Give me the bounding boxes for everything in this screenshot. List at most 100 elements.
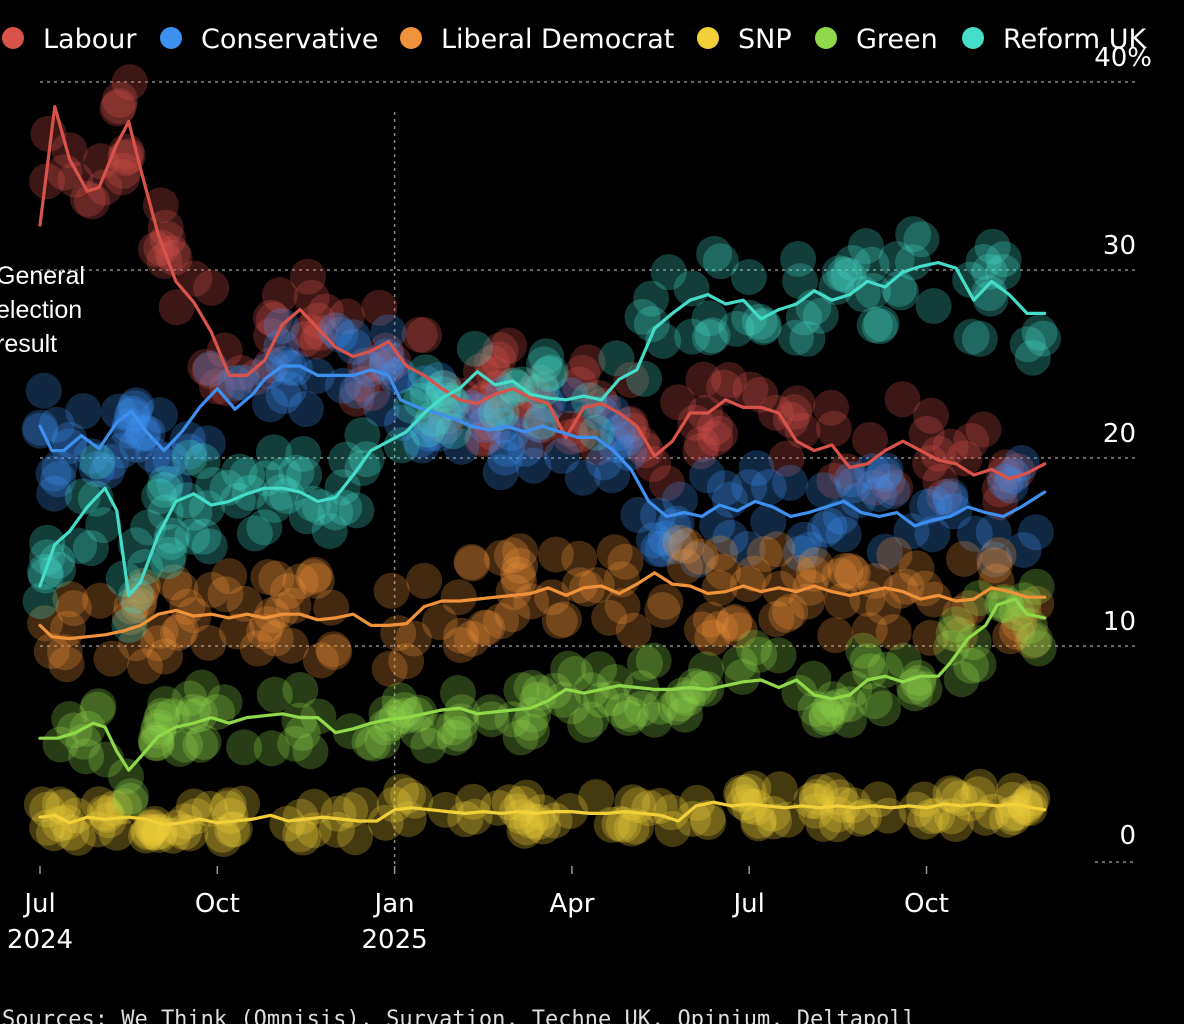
poll-dot bbox=[287, 391, 324, 427]
poll-dot bbox=[1017, 514, 1054, 551]
poll-dot bbox=[483, 539, 520, 576]
poll-dot bbox=[257, 620, 294, 657]
x-tick-label: Oct bbox=[195, 889, 240, 919]
poll-dot bbox=[265, 456, 302, 493]
poll-dot bbox=[104, 159, 141, 196]
poll-dot bbox=[80, 688, 117, 725]
poll-dot bbox=[335, 328, 372, 365]
poll-dot bbox=[802, 774, 839, 810]
poll-dot bbox=[86, 794, 123, 831]
poll-dot bbox=[367, 332, 404, 369]
poll-dot bbox=[777, 319, 814, 356]
poll-dot bbox=[660, 384, 697, 421]
poll-dot bbox=[272, 627, 309, 664]
poll-dot bbox=[938, 606, 975, 643]
poll-dot bbox=[442, 627, 479, 663]
poll-dot bbox=[750, 469, 787, 506]
poll-dot bbox=[508, 779, 545, 816]
poll-dot bbox=[545, 601, 582, 638]
poll-dot bbox=[293, 279, 330, 316]
poll-dot bbox=[111, 64, 148, 101]
poll-dot bbox=[192, 350, 229, 387]
poll-dot bbox=[119, 426, 156, 463]
poll-dot bbox=[662, 524, 699, 561]
legend-swatch bbox=[815, 27, 837, 49]
poll-dot bbox=[721, 645, 758, 682]
poll-dot bbox=[1016, 621, 1053, 658]
poll-dot bbox=[483, 394, 520, 431]
x-tick-label: Jul bbox=[732, 889, 765, 919]
poll-dot bbox=[253, 730, 290, 767]
poll-dot bbox=[701, 610, 738, 647]
poll-dot bbox=[185, 724, 222, 760]
poll-dot bbox=[191, 528, 228, 565]
poll-dot bbox=[332, 713, 369, 750]
poll-dot bbox=[1005, 532, 1042, 568]
poll-dot bbox=[932, 478, 969, 515]
poll-dot bbox=[52, 581, 89, 618]
poll-dot bbox=[435, 709, 472, 746]
poll-dot bbox=[367, 804, 404, 841]
poll-dot bbox=[813, 389, 849, 426]
poll-dot bbox=[689, 800, 726, 837]
poll-dot bbox=[912, 445, 949, 482]
poll-dot bbox=[736, 629, 773, 666]
poll-dot bbox=[869, 463, 906, 500]
poll-dot bbox=[169, 588, 206, 625]
poll-dot bbox=[852, 421, 888, 458]
poll-dot bbox=[812, 690, 848, 727]
poll-dot bbox=[650, 254, 687, 291]
poll-dot bbox=[561, 366, 598, 403]
poll-dot bbox=[912, 619, 949, 656]
poll-dot bbox=[953, 422, 990, 459]
poll-dot bbox=[915, 288, 952, 324]
poll-dot bbox=[99, 90, 136, 127]
poll-dot bbox=[191, 352, 228, 389]
poll-dot bbox=[142, 397, 178, 434]
poll-dot bbox=[867, 452, 904, 489]
poll-dot bbox=[702, 535, 739, 572]
poll-dot bbox=[635, 522, 672, 559]
poll-dot bbox=[420, 362, 457, 398]
poll-dot bbox=[493, 414, 530, 451]
poll-dot bbox=[383, 773, 420, 810]
poll-dot bbox=[181, 696, 218, 733]
legend-label: SNP bbox=[738, 24, 792, 55]
poll-dot bbox=[759, 531, 796, 568]
poll-dot bbox=[182, 726, 219, 763]
poll-dot bbox=[797, 547, 834, 584]
poll-dot bbox=[688, 651, 724, 688]
poll-dot bbox=[692, 601, 729, 638]
poll-dot bbox=[291, 314, 328, 350]
poll-dot bbox=[59, 819, 96, 856]
poll-dot bbox=[689, 457, 726, 494]
poll-dot bbox=[443, 428, 480, 465]
poll-dot bbox=[861, 308, 898, 345]
poll-dot bbox=[204, 816, 241, 853]
poll-dot bbox=[597, 426, 634, 463]
poll-dot bbox=[436, 719, 473, 756]
poll-dot bbox=[600, 415, 637, 452]
poll-dot bbox=[960, 646, 997, 683]
poll-dot bbox=[219, 482, 256, 519]
poll-dot bbox=[528, 338, 565, 375]
poll-dot bbox=[827, 552, 864, 589]
poll-dot bbox=[261, 277, 298, 314]
trend-line-snp bbox=[38, 800, 1047, 827]
poll-dot bbox=[697, 420, 734, 457]
poll-dot bbox=[158, 809, 195, 846]
poll-dot bbox=[25, 372, 62, 409]
poll-dot bbox=[328, 441, 365, 478]
poll-dot bbox=[626, 360, 663, 397]
poll-dot bbox=[466, 609, 503, 646]
poll-dot bbox=[508, 809, 545, 846]
poll-dot bbox=[994, 781, 1031, 818]
poll-dot bbox=[320, 795, 357, 832]
poll-dot bbox=[942, 617, 978, 654]
poll-dot bbox=[500, 562, 537, 599]
poll-dot bbox=[412, 415, 448, 452]
poll-dot bbox=[893, 513, 930, 550]
poll-dot bbox=[974, 228, 1011, 265]
poll-dot bbox=[499, 556, 536, 593]
